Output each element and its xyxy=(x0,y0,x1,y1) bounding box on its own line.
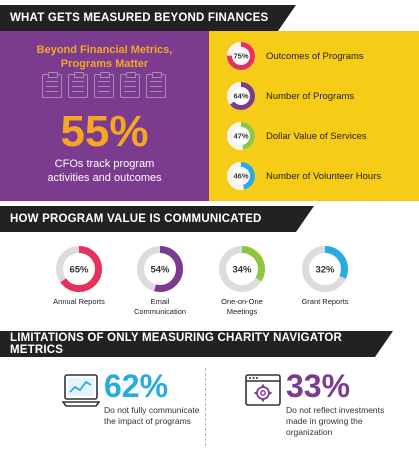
donut-slice xyxy=(227,82,255,110)
cfo-percent: 55% xyxy=(60,107,149,156)
section-banner-measured: WHAT GETS MEASURED BEYOND FINANCES xyxy=(0,5,296,31)
clipboard-checklist-icon xyxy=(120,72,140,98)
limitation-percent-value: 33% xyxy=(286,368,351,404)
divider xyxy=(205,368,206,446)
donut: 46% xyxy=(227,162,255,190)
donut: 65% xyxy=(56,246,102,292)
donut-label: 75% xyxy=(233,52,248,61)
section-title: WHAT GETS MEASURED BEYOND FINANCES xyxy=(10,12,269,24)
metric-row: 75% Outcomes of Programs xyxy=(226,41,364,71)
communication-item: 65% Annual Reports xyxy=(34,245,124,307)
donut-label: 46% xyxy=(233,172,248,181)
metric-row: 46% Number of Volunteer Hours xyxy=(226,161,381,191)
limitation-percent: 62% xyxy=(104,368,169,404)
donut-label: 64% xyxy=(233,92,248,101)
donut-slice xyxy=(219,246,265,292)
description-line: activities and outcomes xyxy=(47,172,162,184)
clipboard-checklist-icon xyxy=(68,72,88,98)
left-panel-title: Beyond Financial Metrics, Programs Matte… xyxy=(0,43,209,71)
donut-slice xyxy=(56,246,102,292)
section-banner-limitations: LIMITATIONS OF ONLY MEASURING CHARITY NA… xyxy=(0,331,393,357)
title-line: Beyond Financial Metrics, xyxy=(36,44,173,56)
limitation-description: Do not reflect investments made in growi… xyxy=(286,405,419,438)
description-line: Do not reflect investments xyxy=(286,405,385,415)
metric-row: 47% Dollar Value of Services xyxy=(226,121,367,151)
donut-slice xyxy=(227,162,255,190)
metric-label: Number of Programs xyxy=(266,90,355,102)
donut-label: 65% xyxy=(69,264,89,275)
donut: 34% xyxy=(219,246,265,292)
description-line: Do not fully communicate xyxy=(104,405,200,415)
clipboard-checklist-icon xyxy=(42,72,62,98)
communication-item: 34% One-on-One Meetings xyxy=(197,245,287,317)
title-line: Programs Matter xyxy=(60,58,149,70)
section-title: LIMITATIONS OF ONLY MEASURING CHARITY NA… xyxy=(10,332,343,356)
metric-row: 64% Number of Programs xyxy=(226,81,354,111)
left-panel xyxy=(0,31,209,201)
donut: 64% xyxy=(227,82,255,110)
clipboard-checklist-icon xyxy=(146,72,166,98)
description-line: the impact of programs xyxy=(104,416,191,426)
section-title: HOW PROGRAM VALUE IS COMMUNICATED xyxy=(10,213,262,225)
donut-label: 32% xyxy=(315,264,335,275)
limitation-percent: 33% xyxy=(286,369,350,403)
laptop-chart-icon xyxy=(62,374,100,407)
description-line: made in growing the xyxy=(286,416,363,426)
communication-label: Email Communication xyxy=(133,297,187,316)
donut-slice xyxy=(227,42,255,70)
communication-label: Annual Reports xyxy=(53,297,105,306)
donut-slice xyxy=(227,122,255,150)
donut-label: 54% xyxy=(150,264,170,275)
donut: 47% xyxy=(227,122,255,150)
donut-label: 47% xyxy=(233,132,248,141)
donut: 54% xyxy=(137,246,183,292)
metric-label: Number of Volunteer Hours xyxy=(266,170,382,182)
metric-label: Outcomes of Programs xyxy=(266,50,364,62)
clipboard-checklist-icon xyxy=(94,72,114,98)
communication-label: One-on-One Meetings xyxy=(221,297,263,316)
communication-item: 32% Grant Reports xyxy=(280,245,370,307)
browser-gear-icon xyxy=(245,374,281,406)
cfo-description: CFOs track program activities and outcom… xyxy=(0,157,209,185)
description-line: CFOs track program xyxy=(54,158,155,170)
donut: 32% xyxy=(302,246,348,292)
section-banner-communicated: HOW PROGRAM VALUE IS COMMUNICATED xyxy=(0,206,314,232)
communication-label: Grant Reports xyxy=(301,297,349,306)
metric-label: Dollar Value of Services xyxy=(266,130,367,142)
donut-slice xyxy=(137,246,183,292)
communication-item: 54% Email Communication xyxy=(115,245,205,317)
limitation-description: Do not fully communicate the impact of p… xyxy=(104,405,254,427)
donut-label: 34% xyxy=(232,264,252,275)
donut-slice xyxy=(302,246,348,292)
description-line: organization xyxy=(286,427,333,437)
donut: 75% xyxy=(227,42,255,70)
